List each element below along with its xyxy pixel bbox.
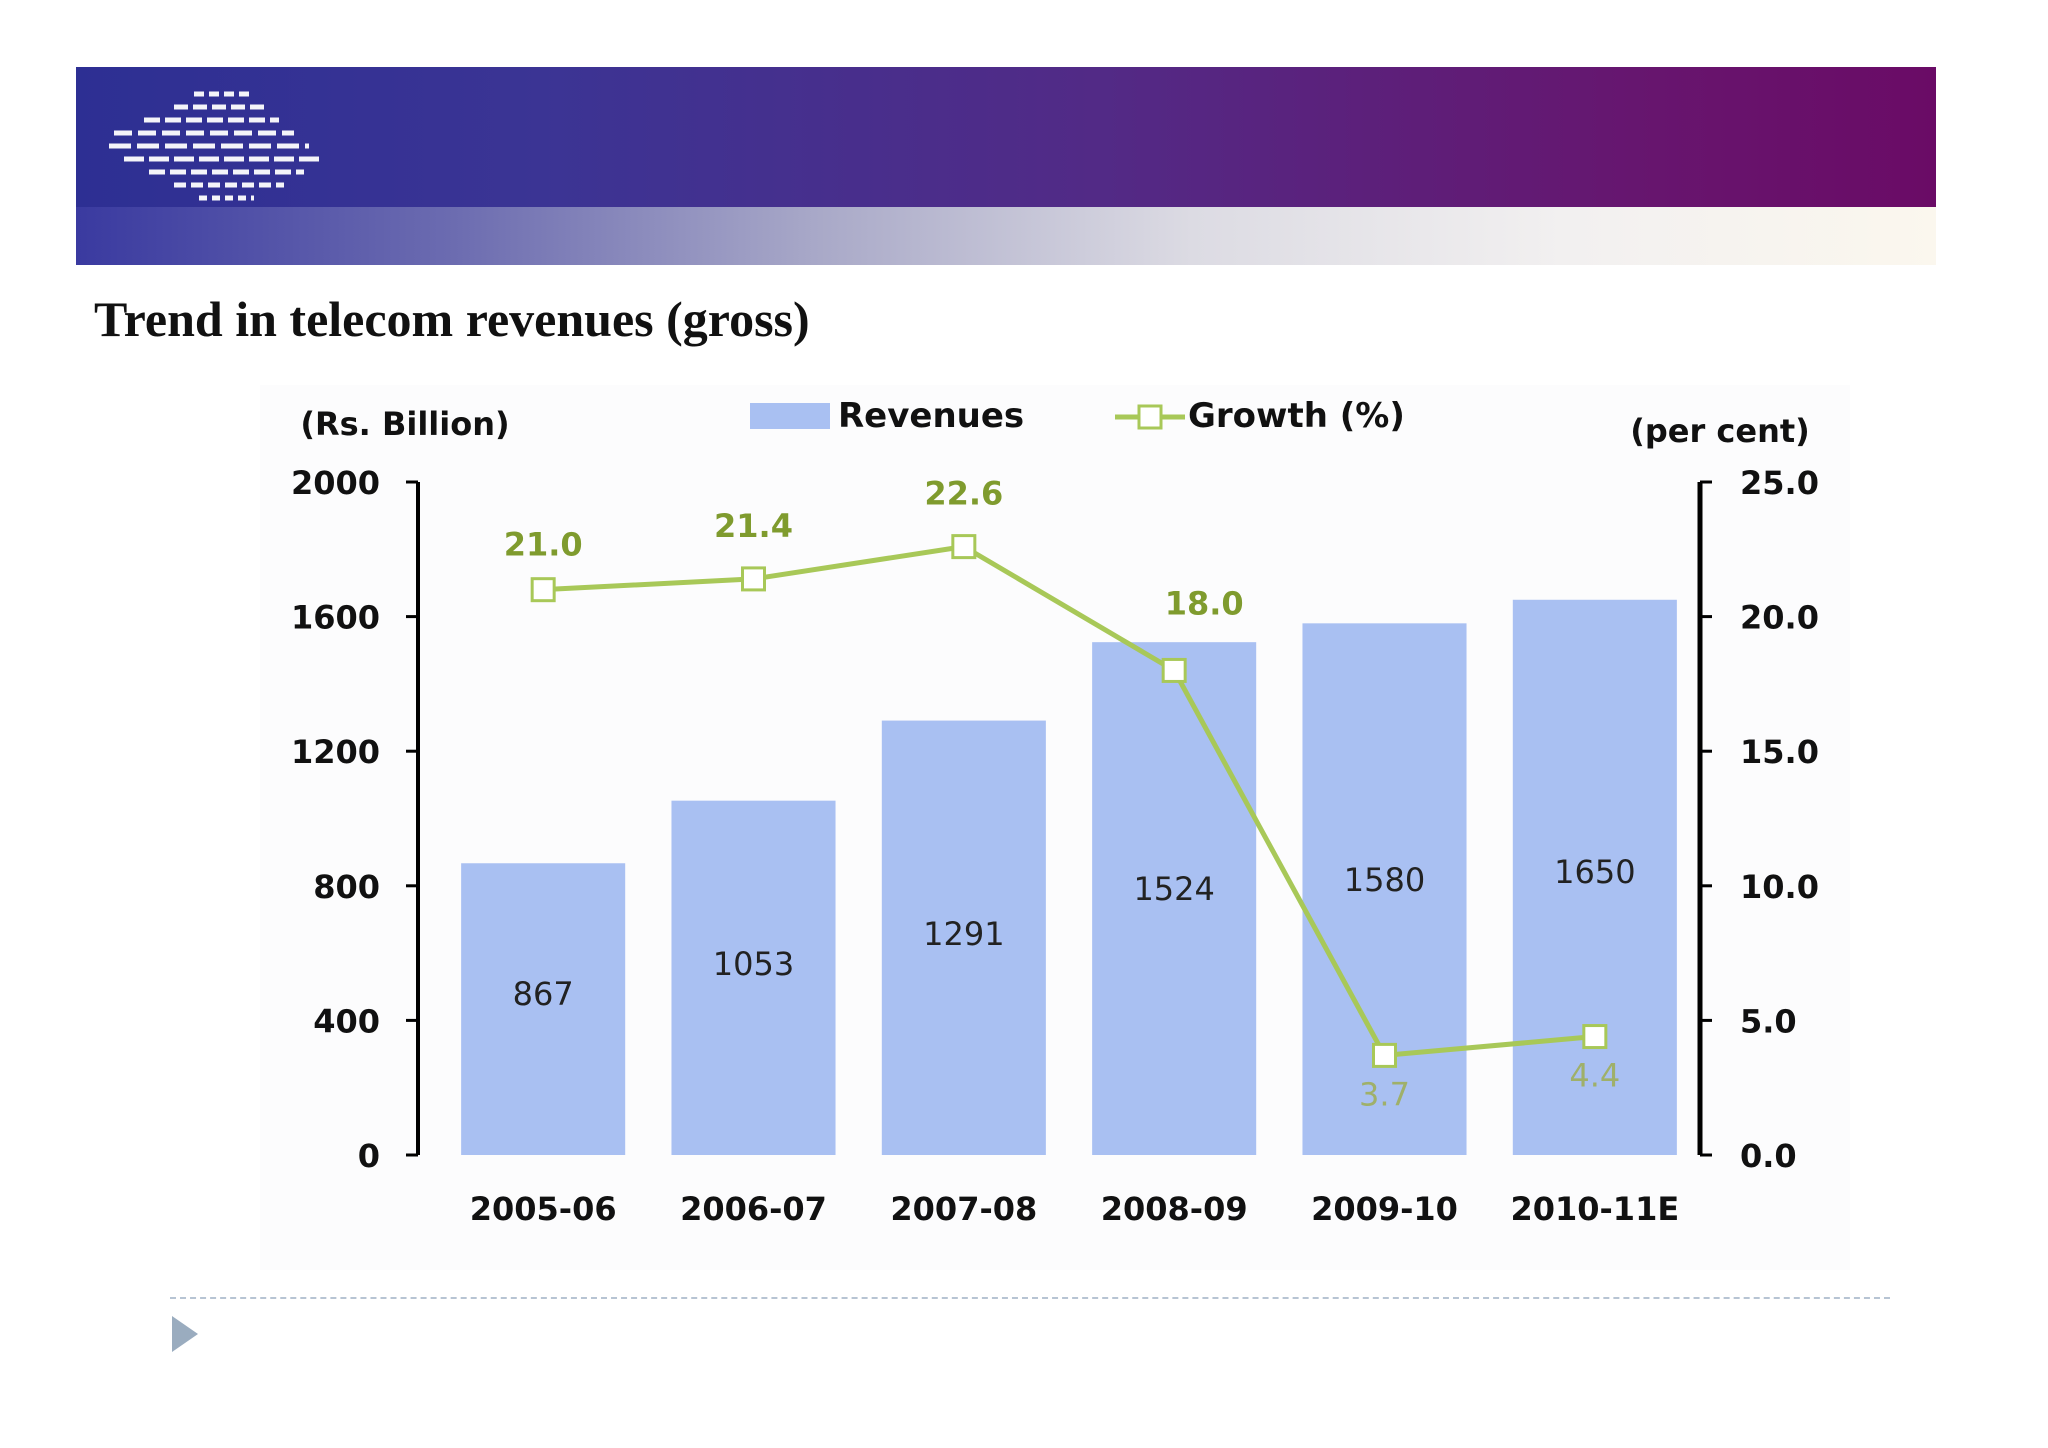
left-axis-tick-label: 1200 — [291, 733, 380, 771]
growth-marker-2010-11E — [1582, 1024, 1608, 1050]
growth-line — [543, 544, 1596, 1058]
legend-revenues-swatch — [750, 403, 830, 429]
bar-value-label: 1053 — [713, 945, 794, 983]
growth-marker-2007-08 — [951, 534, 977, 560]
bar-value-label: 1580 — [1344, 861, 1425, 899]
chart-area: 867 1053 1291 1524 1580 1650 0 400 800 1200 1600 20… — [260, 385, 1850, 1270]
growth-marker-2009-10 — [1372, 1042, 1397, 1068]
legend-growth-marker — [1137, 404, 1163, 430]
left-axis-title: (Rs. Billion) — [300, 405, 509, 443]
growth-marker-2008-09 — [1161, 657, 1187, 683]
growth-value-label: 22.6 — [924, 475, 1003, 513]
right-axis-title: (per cent) — [1630, 412, 1810, 450]
growth-value-label: 4.4 — [1569, 1057, 1620, 1095]
bar-2006-07 — [671, 800, 836, 1155]
bar-2010-11E — [1512, 599, 1677, 1155]
triangle-bullet-icon — [172, 1316, 198, 1352]
left-axis-tick-label: 2000 — [291, 464, 380, 502]
bar-2007-08 — [881, 720, 1046, 1155]
dashed-divider — [170, 1297, 1890, 1299]
x-axis-tick-label: 2008-09 — [1101, 1190, 1248, 1228]
slide-title: Trend in telecom revenues (gross) — [94, 291, 810, 347]
x-axis-tick-label: 2006-07 — [680, 1190, 827, 1228]
growth-value-label: 18.0 — [1165, 584, 1244, 622]
left-axis-tick-label: 1600 — [291, 599, 380, 637]
left-axis-tick-label: 400 — [313, 1002, 380, 1040]
bar-value-label: 1650 — [1554, 853, 1635, 891]
right-axis-tick-label: 15.0 — [1740, 733, 1819, 771]
banner-bottom-band — [76, 207, 1936, 265]
x-axis-tick-label: 2010-11E — [1510, 1190, 1679, 1228]
right-axis-tick-label: 5.0 — [1740, 1002, 1797, 1040]
growth-value-label: 21.0 — [504, 526, 583, 564]
bar-value-label: 1524 — [1133, 870, 1214, 908]
right-axis-tick-label: 10.0 — [1740, 868, 1819, 906]
legend-revenues-label: Revenues — [838, 396, 1024, 436]
legend-growth-label: Growth (%) — [1188, 396, 1405, 436]
right-axis-tick-label: 0.0 — [1740, 1137, 1797, 1175]
banner-top-band — [76, 67, 1936, 207]
bar-value-label: 1291 — [923, 915, 1004, 953]
x-axis-tick-label: 2005-06 — [470, 1190, 617, 1228]
left-axis-tick-label: 0 — [358, 1137, 380, 1175]
growth-value-label: 21.4 — [714, 507, 793, 545]
growth-marker-2006-07 — [741, 566, 766, 592]
right-axis-tick-label: 25.0 — [1740, 464, 1819, 502]
bar-2008-09 — [1092, 642, 1257, 1155]
header-banner — [76, 67, 1936, 265]
bar-2005-06 — [461, 863, 626, 1155]
growth-marker-2005-06 — [530, 577, 556, 603]
growth-value-label: 3.7 — [1359, 1075, 1410, 1113]
x-axis-tick-label: 2007-08 — [890, 1190, 1037, 1228]
bar-value-label: 867 — [513, 975, 574, 1013]
right-axis-tick-label: 20.0 — [1740, 599, 1819, 637]
striped-logo-icon — [109, 91, 319, 201]
x-axis-tick-label: 2009-10 — [1311, 1190, 1458, 1228]
revenue-growth-chart: 867 1053 1291 1524 1580 1650 0 400 800 1200 1600 20… — [291, 396, 1819, 1228]
left-axis-tick-label: 800 — [313, 868, 380, 906]
